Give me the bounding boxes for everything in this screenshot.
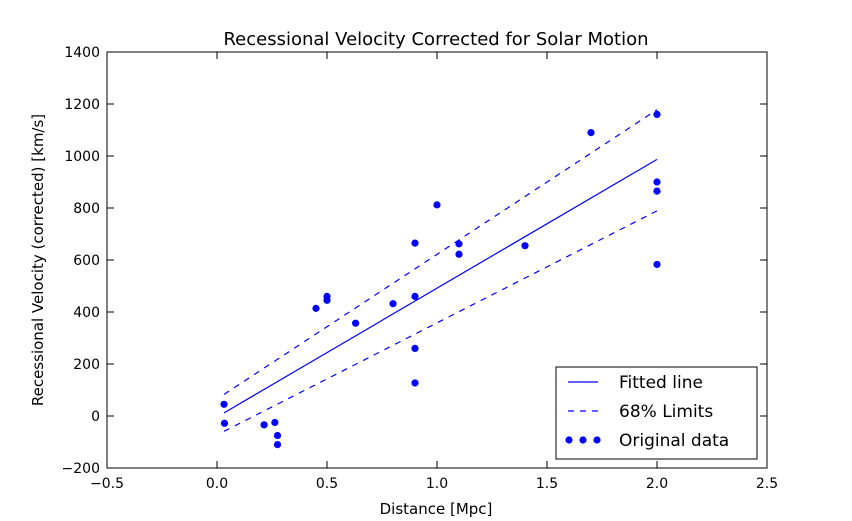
data-point bbox=[455, 250, 463, 258]
legend-label: Fitted line bbox=[619, 373, 703, 393]
x-tick-label: 2.5 bbox=[756, 476, 778, 492]
data-point bbox=[587, 129, 595, 137]
data-point bbox=[273, 431, 282, 440]
data-point bbox=[653, 110, 661, 118]
plot-area bbox=[220, 109, 661, 449]
y-tick-label: 1000 bbox=[64, 149, 100, 165]
x-tick-label: −0.5 bbox=[90, 476, 124, 492]
legend-data-swatch bbox=[593, 436, 601, 444]
y-tick-label: 800 bbox=[73, 201, 100, 217]
data-point bbox=[653, 178, 661, 186]
legend-label: Original data bbox=[619, 431, 729, 451]
data-point bbox=[260, 421, 268, 429]
data-point bbox=[323, 296, 331, 304]
data-point bbox=[220, 400, 228, 408]
y-tick-label: 1200 bbox=[64, 97, 100, 113]
limit-line bbox=[223, 109, 658, 395]
y-tick-label: −200 bbox=[62, 461, 100, 477]
x-axis: −0.5 0.0 0.5 1.0 1.5 2.0 2.5 bbox=[90, 52, 778, 492]
legend: Fitted line 68% Limits Original data bbox=[555, 366, 758, 460]
x-tick-label: 0.0 bbox=[206, 476, 228, 492]
y-axis: −200 0 200 400 600 800 1000 1200 1400 bbox=[62, 45, 767, 477]
data-point bbox=[273, 441, 282, 449]
fitted-line bbox=[223, 158, 658, 414]
data-point bbox=[455, 240, 463, 248]
data-point bbox=[521, 242, 529, 250]
limit-line bbox=[223, 210, 658, 432]
data-point bbox=[352, 319, 360, 327]
plot-frame bbox=[106, 51, 768, 469]
data-point bbox=[220, 419, 229, 427]
y-tick-label: 200 bbox=[73, 357, 100, 373]
data-point bbox=[312, 304, 320, 312]
x-tick-label: 2.0 bbox=[646, 476, 668, 492]
data-point bbox=[411, 379, 419, 387]
x-tick-label: 1.5 bbox=[536, 476, 558, 492]
data-point bbox=[389, 300, 397, 308]
x-tick-label: 1.0 bbox=[426, 476, 448, 492]
data-point bbox=[271, 418, 279, 427]
y-tick-label: 400 bbox=[73, 305, 100, 321]
data-point bbox=[433, 201, 441, 209]
legend-label: 68% Limits bbox=[619, 402, 713, 422]
data-point bbox=[411, 239, 419, 247]
x-axis-label: Distance [Mpc] bbox=[380, 500, 493, 518]
x-tick-label: 0.5 bbox=[316, 476, 338, 492]
data-point bbox=[411, 344, 419, 352]
data-point bbox=[653, 187, 661, 195]
y-tick-label: 1400 bbox=[64, 45, 100, 61]
legend-data-swatch bbox=[579, 436, 587, 444]
y-tick-label: 0 bbox=[91, 409, 100, 425]
chart-title: Recessional Velocity Corrected for Solar… bbox=[223, 29, 648, 50]
data-point bbox=[411, 292, 419, 300]
y-tick-label: 600 bbox=[73, 253, 100, 269]
y-axis-label: Recessional Velocity (corrected) [km/s] bbox=[29, 114, 47, 406]
data-point bbox=[653, 260, 661, 269]
legend-data-swatch bbox=[565, 436, 573, 444]
